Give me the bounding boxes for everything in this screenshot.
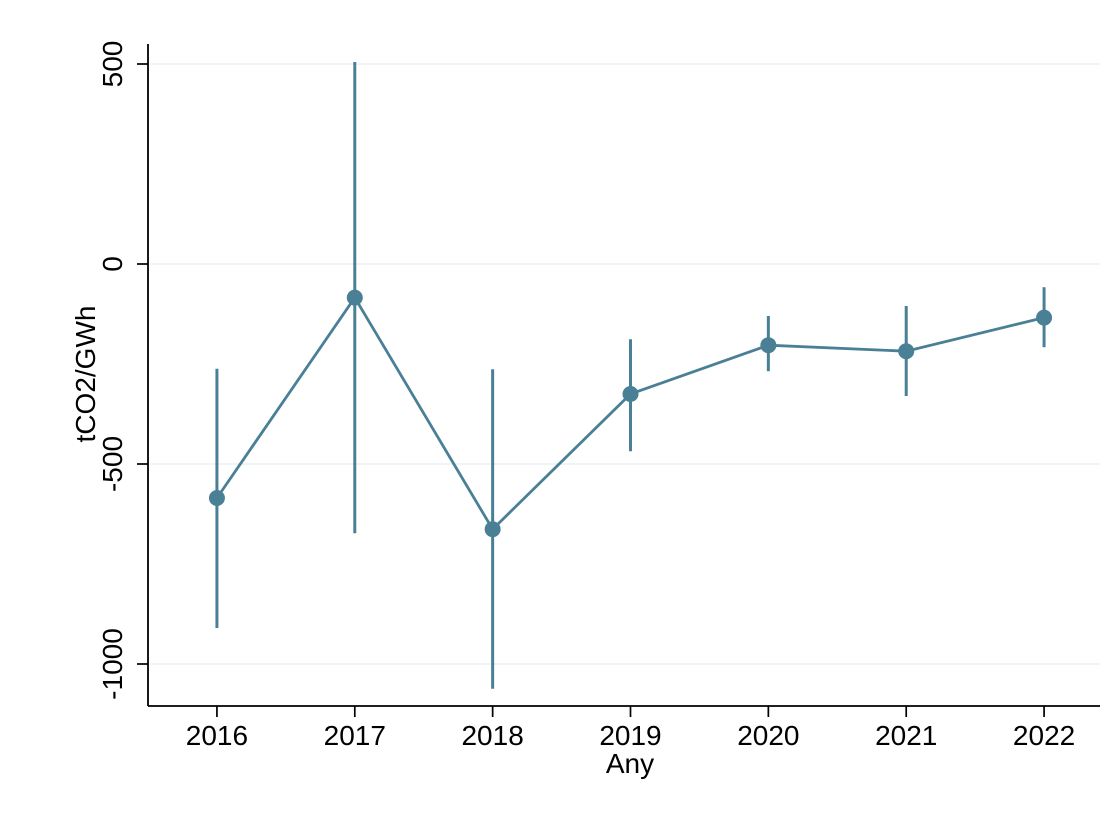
data-point-marker <box>346 289 363 306</box>
coefficient-plot: 500 0 -500 -1000 2016 2017 2018 2019 2020 2021 202… <box>40 16 1100 816</box>
x-tick-label: 2021 <box>875 720 937 751</box>
chart-canvas: 500 0 -500 -1000 2016 2017 2018 2019 2020 2021 202… <box>97 41 1100 751</box>
data-point-marker <box>484 521 501 538</box>
y-axis-title: tCO2/GWh <box>70 305 101 443</box>
y-tick-label: 500 <box>97 41 128 88</box>
y-tick-label: -1000 <box>97 628 128 700</box>
x-tick-label: 2016 <box>186 720 248 751</box>
x-tick-label: 2020 <box>737 720 799 751</box>
data-point-marker <box>622 386 639 402</box>
x-tick-label: 2022 <box>1013 720 1075 751</box>
data-point-marker <box>898 343 915 360</box>
data-point-marker <box>208 490 225 506</box>
x-tick-label: 2017 <box>324 720 386 751</box>
data-point-marker <box>760 337 777 354</box>
x-tick-label: 2019 <box>599 720 661 751</box>
y-tick-label: -500 <box>97 436 128 492</box>
x-tick-label: 2018 <box>461 720 523 751</box>
x-axis-title: Any <box>605 748 655 779</box>
y-tick-label: 0 <box>97 256 128 272</box>
data-point-marker <box>1036 309 1053 326</box>
